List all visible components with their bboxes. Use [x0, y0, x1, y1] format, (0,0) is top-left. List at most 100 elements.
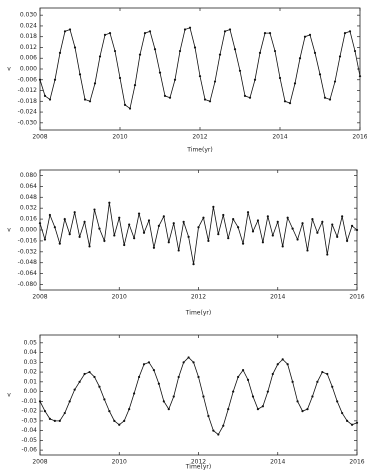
data-point — [306, 249, 309, 252]
series-line — [39, 356, 358, 436]
data-point — [193, 46, 197, 49]
y-tick-label: -0.016 — [18, 237, 38, 244]
data-point — [345, 239, 349, 243]
data-point — [88, 370, 91, 374]
x-tick-label: 2014 — [270, 459, 285, 466]
y-tick-label: -0.05 — [21, 437, 37, 444]
data-point — [253, 78, 257, 81]
data-point — [336, 400, 339, 403]
data-point — [83, 372, 86, 376]
data-point — [197, 375, 200, 379]
y-tick-label: 0.032 — [20, 205, 37, 212]
data-point — [301, 222, 304, 225]
x-tick-label: 2012 — [192, 134, 207, 141]
data-point — [286, 216, 289, 219]
data-point — [113, 49, 117, 53]
data-point — [58, 242, 61, 245]
data-point — [63, 411, 66, 415]
data-point — [168, 96, 172, 99]
data-point — [311, 217, 314, 221]
data-point — [237, 226, 240, 229]
y-tick-label: 0.006 — [20, 55, 37, 62]
data-point — [53, 419, 56, 422]
data-point — [142, 231, 146, 234]
y-tick-label: -0.03 — [21, 417, 37, 424]
data-point — [103, 239, 106, 243]
data-point — [350, 423, 354, 426]
x-tick-label: 2012 — [191, 459, 206, 466]
data-point — [348, 30, 352, 33]
data-point — [198, 75, 202, 78]
x-tick-label: 2010 — [112, 134, 127, 141]
y-tick-label: -0.064 — [18, 270, 38, 277]
data-point — [128, 107, 132, 110]
y-tick-label: -0.080 — [18, 281, 38, 288]
y-tick-label: 0.016 — [20, 216, 37, 223]
x-tick-label: 2014 — [272, 134, 287, 141]
data-point — [167, 241, 170, 244]
y-tick-label: -0.01 — [21, 398, 37, 405]
data-point — [313, 51, 317, 54]
data-point — [212, 429, 215, 432]
data-point — [68, 232, 71, 236]
data-point — [316, 380, 319, 383]
data-point — [172, 395, 175, 398]
data-point — [108, 201, 111, 204]
data-point — [207, 414, 210, 418]
data-point — [158, 71, 162, 74]
y-tick-label: 0.03 — [24, 359, 38, 366]
data-point — [338, 55, 342, 58]
y-tick-label: 0.030 — [20, 12, 37, 19]
data-point — [118, 76, 122, 80]
data-point — [241, 242, 245, 245]
x-tick-label: 2010 — [112, 294, 127, 301]
y-tick-label: -0.032 — [18, 248, 38, 255]
data-point — [208, 100, 212, 103]
data-point — [246, 378, 250, 381]
data-point — [333, 80, 337, 83]
y-tick-label: -0.018 — [18, 98, 38, 105]
data-point — [118, 423, 121, 426]
x-axis-label: Time(yr) — [185, 464, 211, 471]
data-point — [162, 400, 165, 403]
data-point — [48, 98, 52, 101]
data-point — [192, 361, 195, 364]
data-point — [157, 382, 160, 385]
data-point — [43, 409, 47, 413]
data-point — [38, 222, 42, 225]
data-point — [232, 390, 235, 393]
data-point — [243, 94, 247, 98]
data-point — [88, 100, 92, 103]
data-point — [358, 75, 362, 78]
data-point — [311, 395, 314, 398]
y-tick-label: -0.06 — [21, 447, 37, 454]
y-tick-label: -0.030 — [18, 119, 38, 126]
data-point — [261, 405, 264, 408]
data-point — [293, 82, 297, 85]
y-tick-label: 0.012 — [20, 44, 37, 51]
data-point — [128, 408, 131, 411]
data-point — [83, 220, 86, 223]
data-point — [113, 419, 116, 422]
y-tick-label: 0.048 — [20, 194, 37, 201]
data-point — [296, 238, 299, 241]
data-point — [246, 211, 250, 214]
data-point — [323, 96, 327, 99]
data-point — [63, 30, 67, 33]
data-point — [345, 419, 349, 422]
data-point — [283, 100, 287, 103]
y-tick-label: -0.006 — [18, 76, 38, 83]
x-axis-label: Time(yr) — [186, 147, 212, 154]
plot-frame — [39, 7, 361, 131]
data-point — [222, 213, 225, 217]
data-point — [123, 243, 126, 247]
data-point — [43, 94, 47, 98]
data-point — [142, 363, 146, 366]
data-point — [93, 375, 96, 379]
data-point — [222, 424, 225, 427]
y-tick-label: -0.012 — [18, 87, 38, 94]
data-point — [78, 73, 82, 76]
data-point — [343, 32, 347, 35]
data-point — [273, 49, 277, 53]
